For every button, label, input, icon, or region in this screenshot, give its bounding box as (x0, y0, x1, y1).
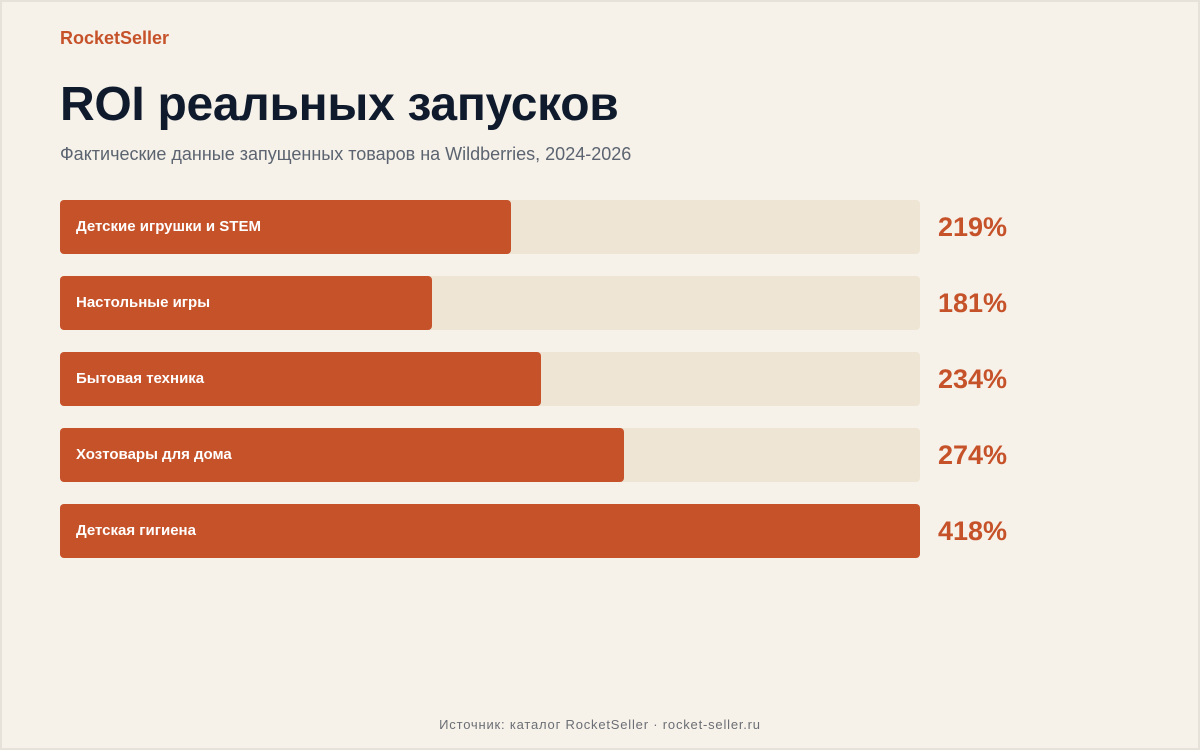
bar-category-label: Настольные игры (76, 294, 211, 311)
bar-category-label: Хозтовары для дома (76, 446, 232, 463)
roi-bar-chart: Детские игрушки и STEM 219% Настольные игр… (60, 200, 1140, 570)
bar-category-label: Бытовая техника (76, 370, 205, 387)
bar-value-label: 234% (938, 364, 1008, 394)
bar-row: Настольные игры 181% (60, 276, 1140, 330)
source-footer: Источник: каталог RocketSeller · rocket-… (439, 717, 761, 732)
bar-track (60, 428, 920, 482)
bar-track (60, 352, 920, 406)
bar-value-label: 418% (938, 516, 1008, 546)
page-subtitle: Фактические данные запущенных товаров на… (60, 144, 632, 164)
bar-row: Детская гигиена 418% (60, 504, 1140, 558)
bar-value-label: 181% (938, 288, 1008, 318)
bar-category-label: Детская гигиена (76, 522, 196, 539)
page-title: ROI реальных запусков (60, 78, 619, 131)
bar (60, 200, 511, 254)
bar-row: Детские игрушки и STEM 219% (60, 200, 1140, 254)
bar-track (60, 276, 920, 330)
bar-row: Хозтовары для дома 274% (60, 428, 1140, 482)
bar-row: Бытовая техника 234% (60, 352, 1140, 406)
bar (60, 276, 432, 330)
brand-logo-text: RocketSeller (60, 28, 170, 48)
bar (60, 428, 624, 482)
bar-track (60, 504, 920, 558)
bar-category-label: Детские игрушки и STEM (76, 218, 261, 235)
bar-value-label: 274% (938, 440, 1008, 470)
bar (60, 504, 920, 558)
bar-value-label: 219% (938, 212, 1008, 242)
bar-track (60, 200, 920, 254)
bar (60, 352, 541, 406)
